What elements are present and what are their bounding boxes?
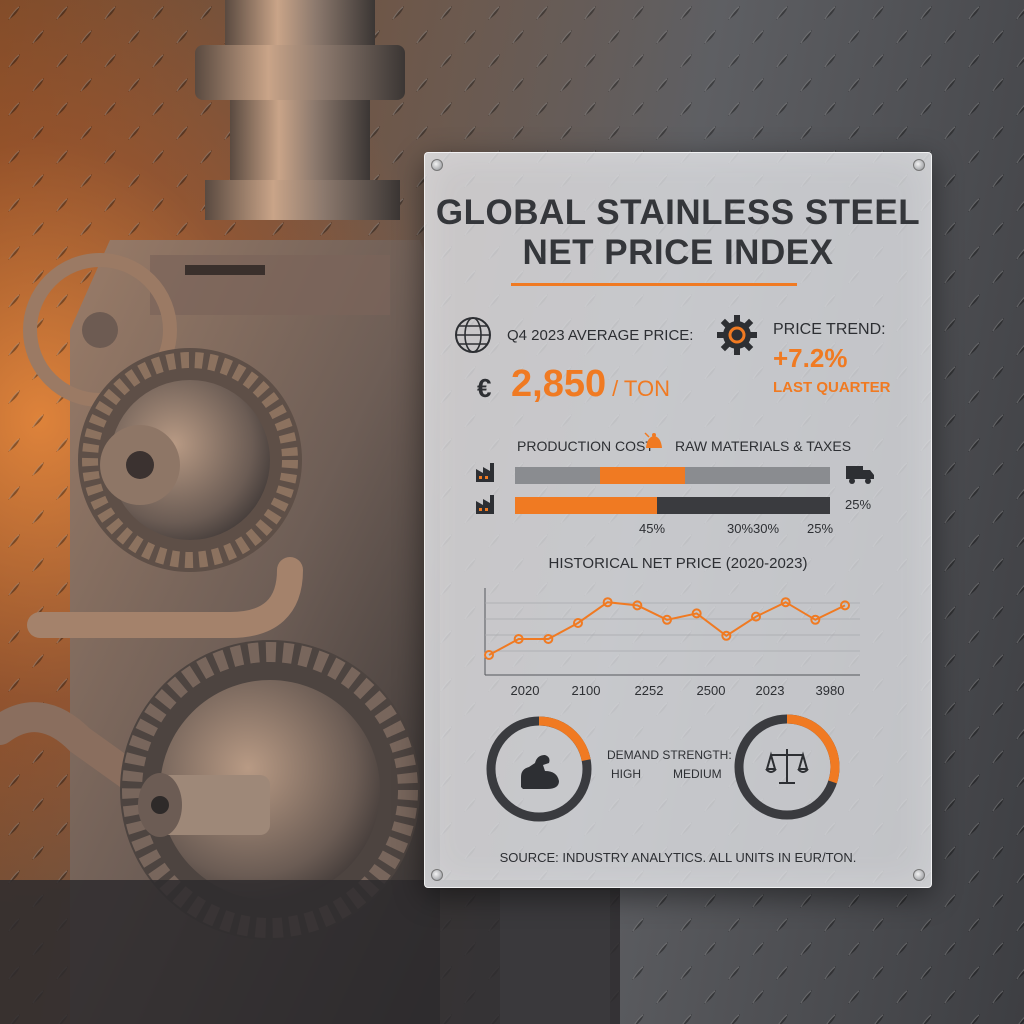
avg-price-number: 2,850	[511, 363, 607, 405]
cost-label-right: RAW MATERIALS & TAXES	[675, 438, 852, 454]
panel-title-line1: GLOBAL STAINLESS STEEL	[435, 193, 921, 232]
data-point	[662, 614, 672, 625]
bar-percent: 30%	[753, 521, 780, 536]
bell-icon	[644, 432, 662, 448]
title-underline	[511, 283, 797, 286]
x-tick-label: 2023	[755, 683, 785, 698]
screw-icon	[431, 159, 443, 171]
scales-icon	[765, 749, 809, 784]
data-point	[543, 634, 554, 644]
screw-icon	[431, 869, 443, 881]
price-index-panel: GLOBAL STAINLESS STEEL NET PRICE INDEX Q…	[424, 152, 932, 888]
bar-percent: 45%	[639, 521, 666, 536]
data-point	[513, 634, 524, 644]
data-point	[691, 608, 702, 619]
bar-side-value: 25%	[845, 497, 872, 512]
x-tick-label: 3980	[815, 683, 845, 698]
data-point	[484, 650, 494, 660]
x-tick-label: 2100	[571, 683, 601, 698]
factory-icon	[476, 463, 494, 482]
gridlines	[485, 602, 860, 652]
cost-label-left: PRODUCTION COST	[517, 438, 654, 454]
bar-segment	[685, 467, 830, 484]
bar-segment	[656, 497, 830, 514]
historical-price-chart	[484, 588, 860, 676]
truck-icon	[846, 466, 874, 484]
demand-gauge-high	[486, 716, 592, 822]
avg-price-value: 2,850/ TON	[511, 363, 670, 406]
series-line	[488, 601, 846, 656]
demand-medium: MEDIUM	[673, 767, 722, 781]
globe-icon	[455, 317, 491, 353]
currency-symbol: €	[477, 373, 492, 403]
avg-price-unit: / TON	[612, 376, 670, 401]
data-point	[573, 618, 583, 628]
bar-segment	[600, 467, 686, 484]
flexed-arm-icon	[521, 755, 559, 789]
bar-segment	[515, 497, 657, 514]
cost-bar-2	[515, 497, 830, 514]
source-note: SOURCE: INDUSTRY ANALYTICS. ALL UNITS IN…	[499, 850, 857, 865]
x-tick-label: 2252	[634, 683, 664, 698]
panel-title-line2: NET PRICE INDEX	[522, 233, 834, 272]
data-point	[632, 600, 643, 611]
data-points	[484, 597, 850, 660]
demand-label: DEMAND STRENGTH:	[607, 748, 732, 762]
cost-bar-1	[515, 467, 830, 484]
trend-label: PRICE TREND:	[773, 321, 886, 338]
factory-icon	[476, 495, 494, 514]
demand-high: HIGH	[611, 767, 641, 781]
data-point	[780, 597, 791, 608]
chart-title: HISTORICAL NET PRICE (2020-2023)	[548, 555, 808, 572]
x-tick-label: 2500	[696, 683, 726, 698]
trend-period: LAST QUARTER	[773, 379, 891, 396]
screw-icon	[913, 159, 925, 171]
bar-percent: 30%	[727, 521, 754, 536]
data-point	[751, 611, 761, 622]
bar-segment	[515, 467, 601, 484]
trend-value: +7.2%	[773, 343, 848, 373]
data-point	[721, 630, 732, 641]
data-point	[810, 614, 821, 625]
avg-price-label: Q4 2023 AVERAGE PRICE:	[507, 327, 694, 344]
data-point	[840, 600, 850, 611]
demand-gauge-medium	[734, 714, 840, 820]
screw-icon	[913, 869, 925, 881]
x-tick-label: 2020	[510, 683, 540, 698]
bar-percent: 25%	[807, 521, 834, 536]
gear-icon	[717, 315, 757, 355]
data-point	[602, 597, 613, 608]
